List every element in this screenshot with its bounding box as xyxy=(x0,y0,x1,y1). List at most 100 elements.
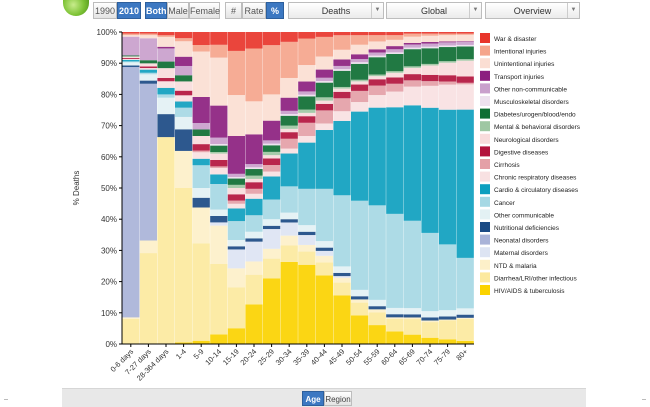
bar-segment xyxy=(280,186,298,213)
bar-segment xyxy=(245,32,263,49)
legend-label: Musculoskeletal disorders xyxy=(494,99,570,106)
bar-segment xyxy=(403,42,422,45)
bar-segment xyxy=(174,188,193,343)
legend-label: Unintentional injuries xyxy=(494,61,555,68)
bar-segment xyxy=(368,306,386,310)
bar-segment xyxy=(368,76,386,80)
bar-segment xyxy=(157,94,175,98)
bar-segment xyxy=(227,287,246,329)
bar-segment xyxy=(157,48,175,62)
legend-label: Digestive diseases xyxy=(494,149,549,156)
year-1990-button[interactable]: 1990 xyxy=(93,2,117,19)
location-select[interactable]: Global ▼ xyxy=(386,2,482,19)
bar-segment xyxy=(368,52,386,56)
bar-segment xyxy=(350,59,369,63)
unit-rate-button[interactable]: Rate xyxy=(242,2,266,19)
bar-segment xyxy=(386,83,404,92)
unit-number-button[interactable]: # xyxy=(225,2,242,19)
legend-item: Diarrhea/LRI/other infectious xyxy=(480,272,577,283)
bar-segment xyxy=(421,42,439,44)
bar-segment xyxy=(403,74,422,81)
bar-segment xyxy=(210,264,228,335)
y-tick-label: 40% xyxy=(101,215,117,224)
bar-segment xyxy=(298,94,316,97)
bar-segment xyxy=(262,165,281,172)
bar-segment xyxy=(122,62,140,66)
bar-segment xyxy=(245,101,263,135)
bar-segment xyxy=(192,152,210,159)
bar-segment xyxy=(386,71,404,73)
bar-segment xyxy=(298,122,316,136)
bar-segment xyxy=(421,63,439,66)
bar-segment xyxy=(227,188,246,195)
bar-segment xyxy=(315,262,334,276)
bar-segment xyxy=(280,114,298,116)
bar-segment xyxy=(139,32,158,34)
bar-segment xyxy=(438,62,457,76)
legend-swatch xyxy=(480,146,490,157)
bar-segment xyxy=(456,82,474,85)
bar-segment xyxy=(350,79,369,82)
y-tick-label: 30% xyxy=(101,246,117,255)
bar-segment xyxy=(192,340,210,344)
bar-segment xyxy=(438,320,457,340)
stacked-bar-chart: 0% 10% 20% 30% 40% 50% 60% 70% 80% 90% 100% % Death… xyxy=(72,28,581,383)
tab-age[interactable]: Age xyxy=(302,391,324,406)
bar-segment xyxy=(210,334,228,344)
legend-label: Other non-communicable xyxy=(494,86,567,93)
sex-male-button[interactable]: Male xyxy=(167,2,189,19)
bar-segment xyxy=(333,272,351,277)
bar-segment xyxy=(333,70,351,87)
bar-segment xyxy=(227,203,246,209)
bar-segment xyxy=(245,215,263,232)
bar-segment xyxy=(139,83,158,241)
bar-segment xyxy=(227,221,246,240)
bar-segment xyxy=(280,77,298,98)
bar-segment xyxy=(333,88,351,92)
bar-segment xyxy=(245,175,263,179)
bar-segment xyxy=(192,136,210,145)
bar-segment xyxy=(421,320,439,323)
bar-segment xyxy=(139,72,158,75)
bar-segment xyxy=(280,128,298,133)
bar-segment xyxy=(157,87,175,95)
sex-female-button[interactable]: Female xyxy=(189,2,220,19)
tab-region[interactable]: Region xyxy=(324,391,352,406)
legend-swatch xyxy=(480,209,490,220)
x-tick-label: 45-49 xyxy=(326,347,346,367)
bar-segment xyxy=(298,109,316,113)
bar-segment xyxy=(403,66,422,68)
year-2010-button[interactable]: 2010 xyxy=(117,2,141,19)
bar-segment xyxy=(298,116,316,123)
measure-select[interactable]: Deaths ▼ xyxy=(288,2,384,19)
bar-segment xyxy=(227,249,246,269)
bar-segment xyxy=(438,75,457,82)
bar-segment xyxy=(403,47,422,50)
bar-segment xyxy=(333,195,351,267)
bar-segment xyxy=(456,59,474,61)
legend-label: Intentional injuries xyxy=(494,49,547,56)
bar-segment xyxy=(227,240,246,247)
x-tick-label: 10-14 xyxy=(203,347,223,367)
bar-segment xyxy=(456,41,474,42)
bar-segment xyxy=(438,45,457,48)
bar-segment xyxy=(210,225,228,264)
location-select-value: Global xyxy=(420,6,447,16)
sex-both-button[interactable]: Both xyxy=(145,2,167,19)
y-tick-label: 80% xyxy=(101,90,117,99)
toolbar: 1990 2010 Both Male Female # Rate % Deat… xyxy=(0,0,650,22)
bar-segment xyxy=(298,142,316,189)
bar-segment xyxy=(368,85,386,96)
view-select[interactable]: Overview ▼ xyxy=(485,2,580,19)
bar-segment xyxy=(438,316,457,320)
bar-segment xyxy=(350,315,369,344)
bar-segment xyxy=(368,41,386,50)
bar-segment xyxy=(333,49,351,60)
bar-segment xyxy=(139,60,158,64)
unit-percent-button[interactable]: % xyxy=(266,2,284,19)
bar-segment xyxy=(192,123,210,130)
legend-swatch xyxy=(480,222,490,232)
bar-segment xyxy=(315,188,334,242)
bar-segment xyxy=(456,32,474,34)
bar-segment xyxy=(315,81,334,83)
